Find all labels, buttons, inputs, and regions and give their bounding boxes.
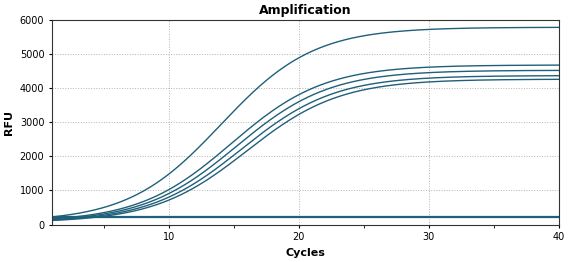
X-axis label: Cycles: Cycles: [286, 248, 325, 258]
Y-axis label: RFU: RFU: [4, 110, 14, 135]
Title: Amplification: Amplification: [259, 4, 352, 17]
